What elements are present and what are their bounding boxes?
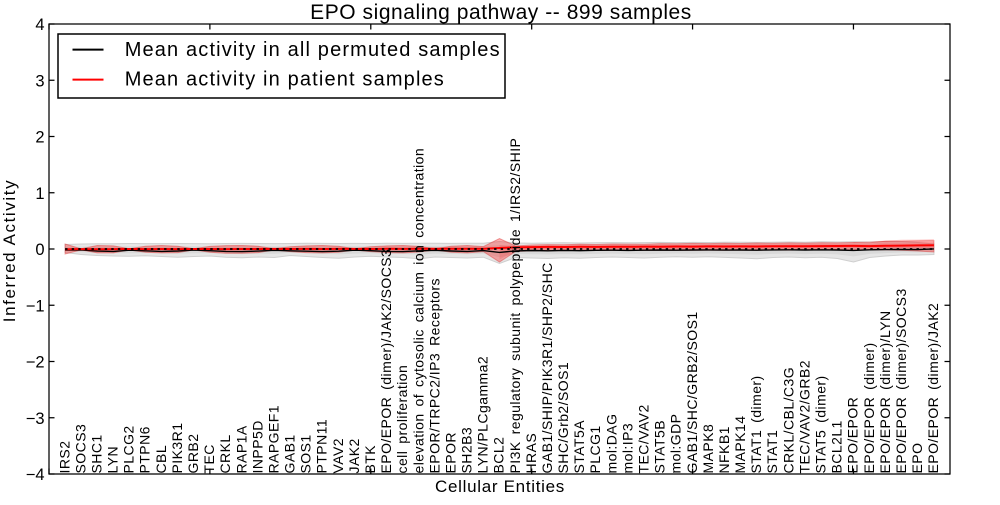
- svg-text:LYN/PLCgamma2: LYN/PLCgamma2: [475, 356, 491, 474]
- svg-text:EPO/EPOR: EPO/EPOR: [845, 397, 861, 474]
- svg-text:CRKL/CBL/C3G: CRKL/CBL/C3G: [780, 367, 796, 474]
- svg-text:BCL2L1: BCL2L1: [829, 420, 845, 473]
- svg-text:4: 4: [35, 16, 44, 34]
- svg-text:−2: −2: [26, 354, 45, 372]
- svg-text:mol:GDP: mol:GDP: [668, 414, 684, 474]
- svg-text:0: 0: [35, 241, 44, 259]
- svg-text:Mean activity in patient sampl: Mean activity in patient samples: [125, 69, 445, 91]
- svg-text:3: 3: [35, 72, 44, 90]
- svg-text:BCL2: BCL2: [491, 437, 507, 474]
- svg-text:TEC: TEC: [201, 444, 217, 473]
- svg-text:MAPK8: MAPK8: [700, 424, 716, 474]
- svg-text:HRAS: HRAS: [523, 433, 539, 474]
- svg-text:BTK: BTK: [362, 445, 378, 474]
- svg-text:EPO/EPOR (dimer): EPO/EPOR (dimer): [861, 342, 877, 473]
- svg-text:2: 2: [35, 129, 44, 147]
- svg-text:VAV2: VAV2: [330, 438, 346, 474]
- svg-text:SHC1: SHC1: [89, 434, 105, 473]
- svg-text:EPOR/TRPC2/IP3 Receptors: EPOR/TRPC2/IP3 Receptors: [426, 278, 442, 473]
- svg-text:PTPN6: PTPN6: [137, 426, 153, 473]
- svg-text:Cellular Entities: Cellular Entities: [435, 477, 565, 496]
- svg-text:GAB1/SHIP/PIK3R1/SHP2/SHC: GAB1/SHIP/PIK3R1/SHP2/SHC: [539, 262, 555, 473]
- svg-text:STAT5B: STAT5B: [652, 420, 668, 474]
- svg-text:SOS1: SOS1: [298, 434, 314, 473]
- svg-text:PLCG2: PLCG2: [121, 425, 137, 473]
- svg-text:MAPK14: MAPK14: [732, 416, 748, 474]
- svg-text:IRS2: IRS2: [56, 441, 72, 474]
- svg-text:Inferred Activity: Inferred Activity: [0, 179, 19, 322]
- svg-text:TEC/VAV2: TEC/VAV2: [636, 404, 652, 473]
- svg-text:PI3K regulatory subunit polype: PI3K regulatory subunit polypeptide 1/IR…: [507, 138, 523, 474]
- svg-text:SOCS3: SOCS3: [72, 424, 88, 474]
- svg-text:EPOR: EPOR: [442, 432, 458, 473]
- svg-text:GAB1/SHC/GRB2/SOS1: GAB1/SHC/GRB2/SOS1: [684, 311, 700, 473]
- svg-text:PLCG1: PLCG1: [587, 425, 603, 473]
- svg-text:EPO: EPO: [909, 443, 925, 474]
- svg-text:CRKL: CRKL: [217, 434, 233, 473]
- svg-text:PTPN11: PTPN11: [314, 419, 330, 474]
- svg-text:mol:IP3: mol:IP3: [619, 423, 635, 474]
- svg-text:TEC/VAV2/GRB2: TEC/VAV2/GRB2: [796, 360, 812, 473]
- svg-text:INPP5D: INPP5D: [249, 420, 265, 473]
- svg-text:SH2B3: SH2B3: [459, 427, 475, 474]
- svg-text:STAT1: STAT1: [764, 430, 780, 474]
- svg-text:GAB1: GAB1: [282, 434, 298, 473]
- svg-text:mol:DAG: mol:DAG: [603, 414, 619, 474]
- svg-text:EPO/EPOR (dimer)/SOCS3: EPO/EPOR (dimer)/SOCS3: [893, 288, 909, 473]
- svg-text:STAT5 (dimer): STAT5 (dimer): [813, 375, 829, 473]
- svg-text:LYN: LYN: [105, 446, 121, 474]
- svg-text:JAK2: JAK2: [346, 438, 362, 473]
- svg-text:EPO/EPOR (dimer)/JAK2: EPO/EPOR (dimer)/JAK2: [925, 303, 941, 474]
- svg-text:−1: −1: [26, 297, 45, 315]
- svg-text:PIK3R1: PIK3R1: [169, 423, 185, 474]
- svg-text:GRB2: GRB2: [185, 434, 201, 474]
- svg-text:CBL: CBL: [153, 445, 169, 474]
- svg-text:RAPGEF1: RAPGEF1: [265, 405, 281, 474]
- svg-text:EPO/EPOR (dimer)/LYN: EPO/EPOR (dimer)/LYN: [877, 310, 893, 473]
- svg-text:NFKB1: NFKB1: [716, 426, 732, 473]
- svg-text:−4: −4: [26, 466, 45, 484]
- svg-text:−3: −3: [26, 410, 45, 428]
- svg-text:RAP1A: RAP1A: [233, 425, 249, 473]
- svg-text:EPO/EPOR (dimer)/JAK2/SOCS3: EPO/EPOR (dimer)/JAK2/SOCS3: [378, 249, 394, 474]
- svg-text:cell proliferation: cell proliferation: [394, 365, 410, 474]
- svg-text:Mean activity in all permuted: Mean activity in all permuted samples: [125, 39, 501, 61]
- svg-text:elevation of cytosolic calcium: elevation of cytosolic calcium ion conce…: [410, 148, 426, 474]
- svg-text:SHC/Grb2/SOS1: SHC/Grb2/SOS1: [555, 362, 571, 474]
- svg-text:EPO signaling pathway -- 899 s: EPO signaling pathway -- 899 samples: [310, 1, 692, 24]
- svg-text:STAT5A: STAT5A: [571, 420, 587, 474]
- svg-text:STAT1 (dimer): STAT1 (dimer): [748, 375, 764, 473]
- svg-text:1: 1: [35, 185, 44, 203]
